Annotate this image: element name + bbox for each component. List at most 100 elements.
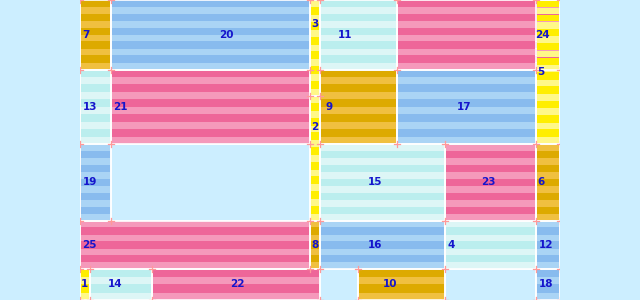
Bar xyxy=(311,45,319,51)
Bar xyxy=(537,8,559,14)
Bar xyxy=(445,172,535,178)
Bar xyxy=(81,292,89,300)
Bar xyxy=(311,89,319,96)
Bar xyxy=(445,262,535,268)
Bar xyxy=(397,28,559,34)
Bar xyxy=(321,248,444,255)
Bar xyxy=(397,92,535,99)
Bar xyxy=(536,221,560,269)
Bar xyxy=(537,80,559,86)
Bar xyxy=(537,0,559,7)
Bar xyxy=(90,269,152,300)
Bar xyxy=(311,74,319,81)
Text: 24: 24 xyxy=(535,30,549,40)
Bar xyxy=(81,92,110,99)
Bar xyxy=(80,221,310,269)
Bar xyxy=(537,65,559,72)
Bar xyxy=(445,193,535,200)
Bar xyxy=(311,221,319,227)
Bar xyxy=(320,70,397,144)
Bar xyxy=(537,285,559,292)
Bar xyxy=(311,228,319,234)
Bar xyxy=(321,49,396,56)
Bar xyxy=(311,8,319,14)
Bar xyxy=(311,155,319,162)
Bar xyxy=(537,123,559,129)
Bar xyxy=(111,70,310,144)
Bar xyxy=(536,269,560,300)
Bar xyxy=(81,285,89,292)
Bar xyxy=(397,63,559,69)
Bar xyxy=(90,269,152,300)
Bar xyxy=(321,21,396,28)
Bar xyxy=(537,221,559,227)
Bar xyxy=(311,184,319,191)
Bar xyxy=(311,206,319,213)
Bar xyxy=(80,70,111,144)
Bar xyxy=(311,235,319,241)
Bar xyxy=(321,242,444,248)
Bar xyxy=(80,269,90,300)
Bar xyxy=(445,221,536,269)
Bar xyxy=(311,140,319,147)
Bar xyxy=(536,144,560,221)
Bar xyxy=(397,77,535,84)
Bar xyxy=(358,269,445,300)
Bar xyxy=(81,248,310,255)
Bar xyxy=(81,77,110,84)
Bar xyxy=(81,200,110,206)
Bar xyxy=(321,214,444,220)
Bar xyxy=(537,242,559,248)
Bar xyxy=(80,221,310,269)
Bar xyxy=(321,186,444,193)
Bar xyxy=(397,35,559,41)
Text: 11: 11 xyxy=(338,30,353,40)
Bar xyxy=(321,158,444,165)
Bar xyxy=(311,248,319,255)
Text: 15: 15 xyxy=(368,177,383,188)
Text: 19: 19 xyxy=(83,177,97,188)
Bar xyxy=(445,151,535,158)
Bar xyxy=(358,269,445,300)
Bar xyxy=(537,269,559,276)
Bar xyxy=(321,77,396,84)
Bar xyxy=(81,158,110,165)
Bar xyxy=(153,277,319,284)
Bar xyxy=(81,228,310,234)
Bar xyxy=(321,207,444,214)
Text: 22: 22 xyxy=(230,279,244,290)
Bar xyxy=(536,221,560,269)
Bar xyxy=(397,85,535,92)
Bar xyxy=(152,269,320,300)
Bar xyxy=(321,200,444,206)
Bar xyxy=(445,214,535,220)
Bar xyxy=(112,14,310,21)
Bar xyxy=(310,96,320,221)
Bar xyxy=(152,269,320,300)
Text: 23: 23 xyxy=(481,177,495,188)
Bar xyxy=(112,49,310,56)
Bar xyxy=(310,221,320,269)
Bar xyxy=(397,70,535,77)
Bar xyxy=(320,221,445,269)
Bar xyxy=(537,214,559,220)
Bar xyxy=(310,221,320,269)
Text: 1: 1 xyxy=(81,279,88,290)
Bar xyxy=(311,126,319,132)
Bar xyxy=(311,59,319,66)
Bar xyxy=(537,151,559,158)
Bar xyxy=(537,179,559,186)
Bar xyxy=(359,277,444,284)
Bar xyxy=(81,63,110,69)
Bar xyxy=(445,221,536,269)
Bar xyxy=(537,228,559,234)
Bar xyxy=(90,269,151,276)
Bar xyxy=(311,255,319,262)
Text: 14: 14 xyxy=(108,279,122,290)
Bar xyxy=(80,144,111,221)
Bar xyxy=(311,148,319,154)
Bar xyxy=(537,108,559,115)
Bar xyxy=(81,28,110,34)
Text: 10: 10 xyxy=(383,279,397,290)
Bar xyxy=(320,144,445,221)
